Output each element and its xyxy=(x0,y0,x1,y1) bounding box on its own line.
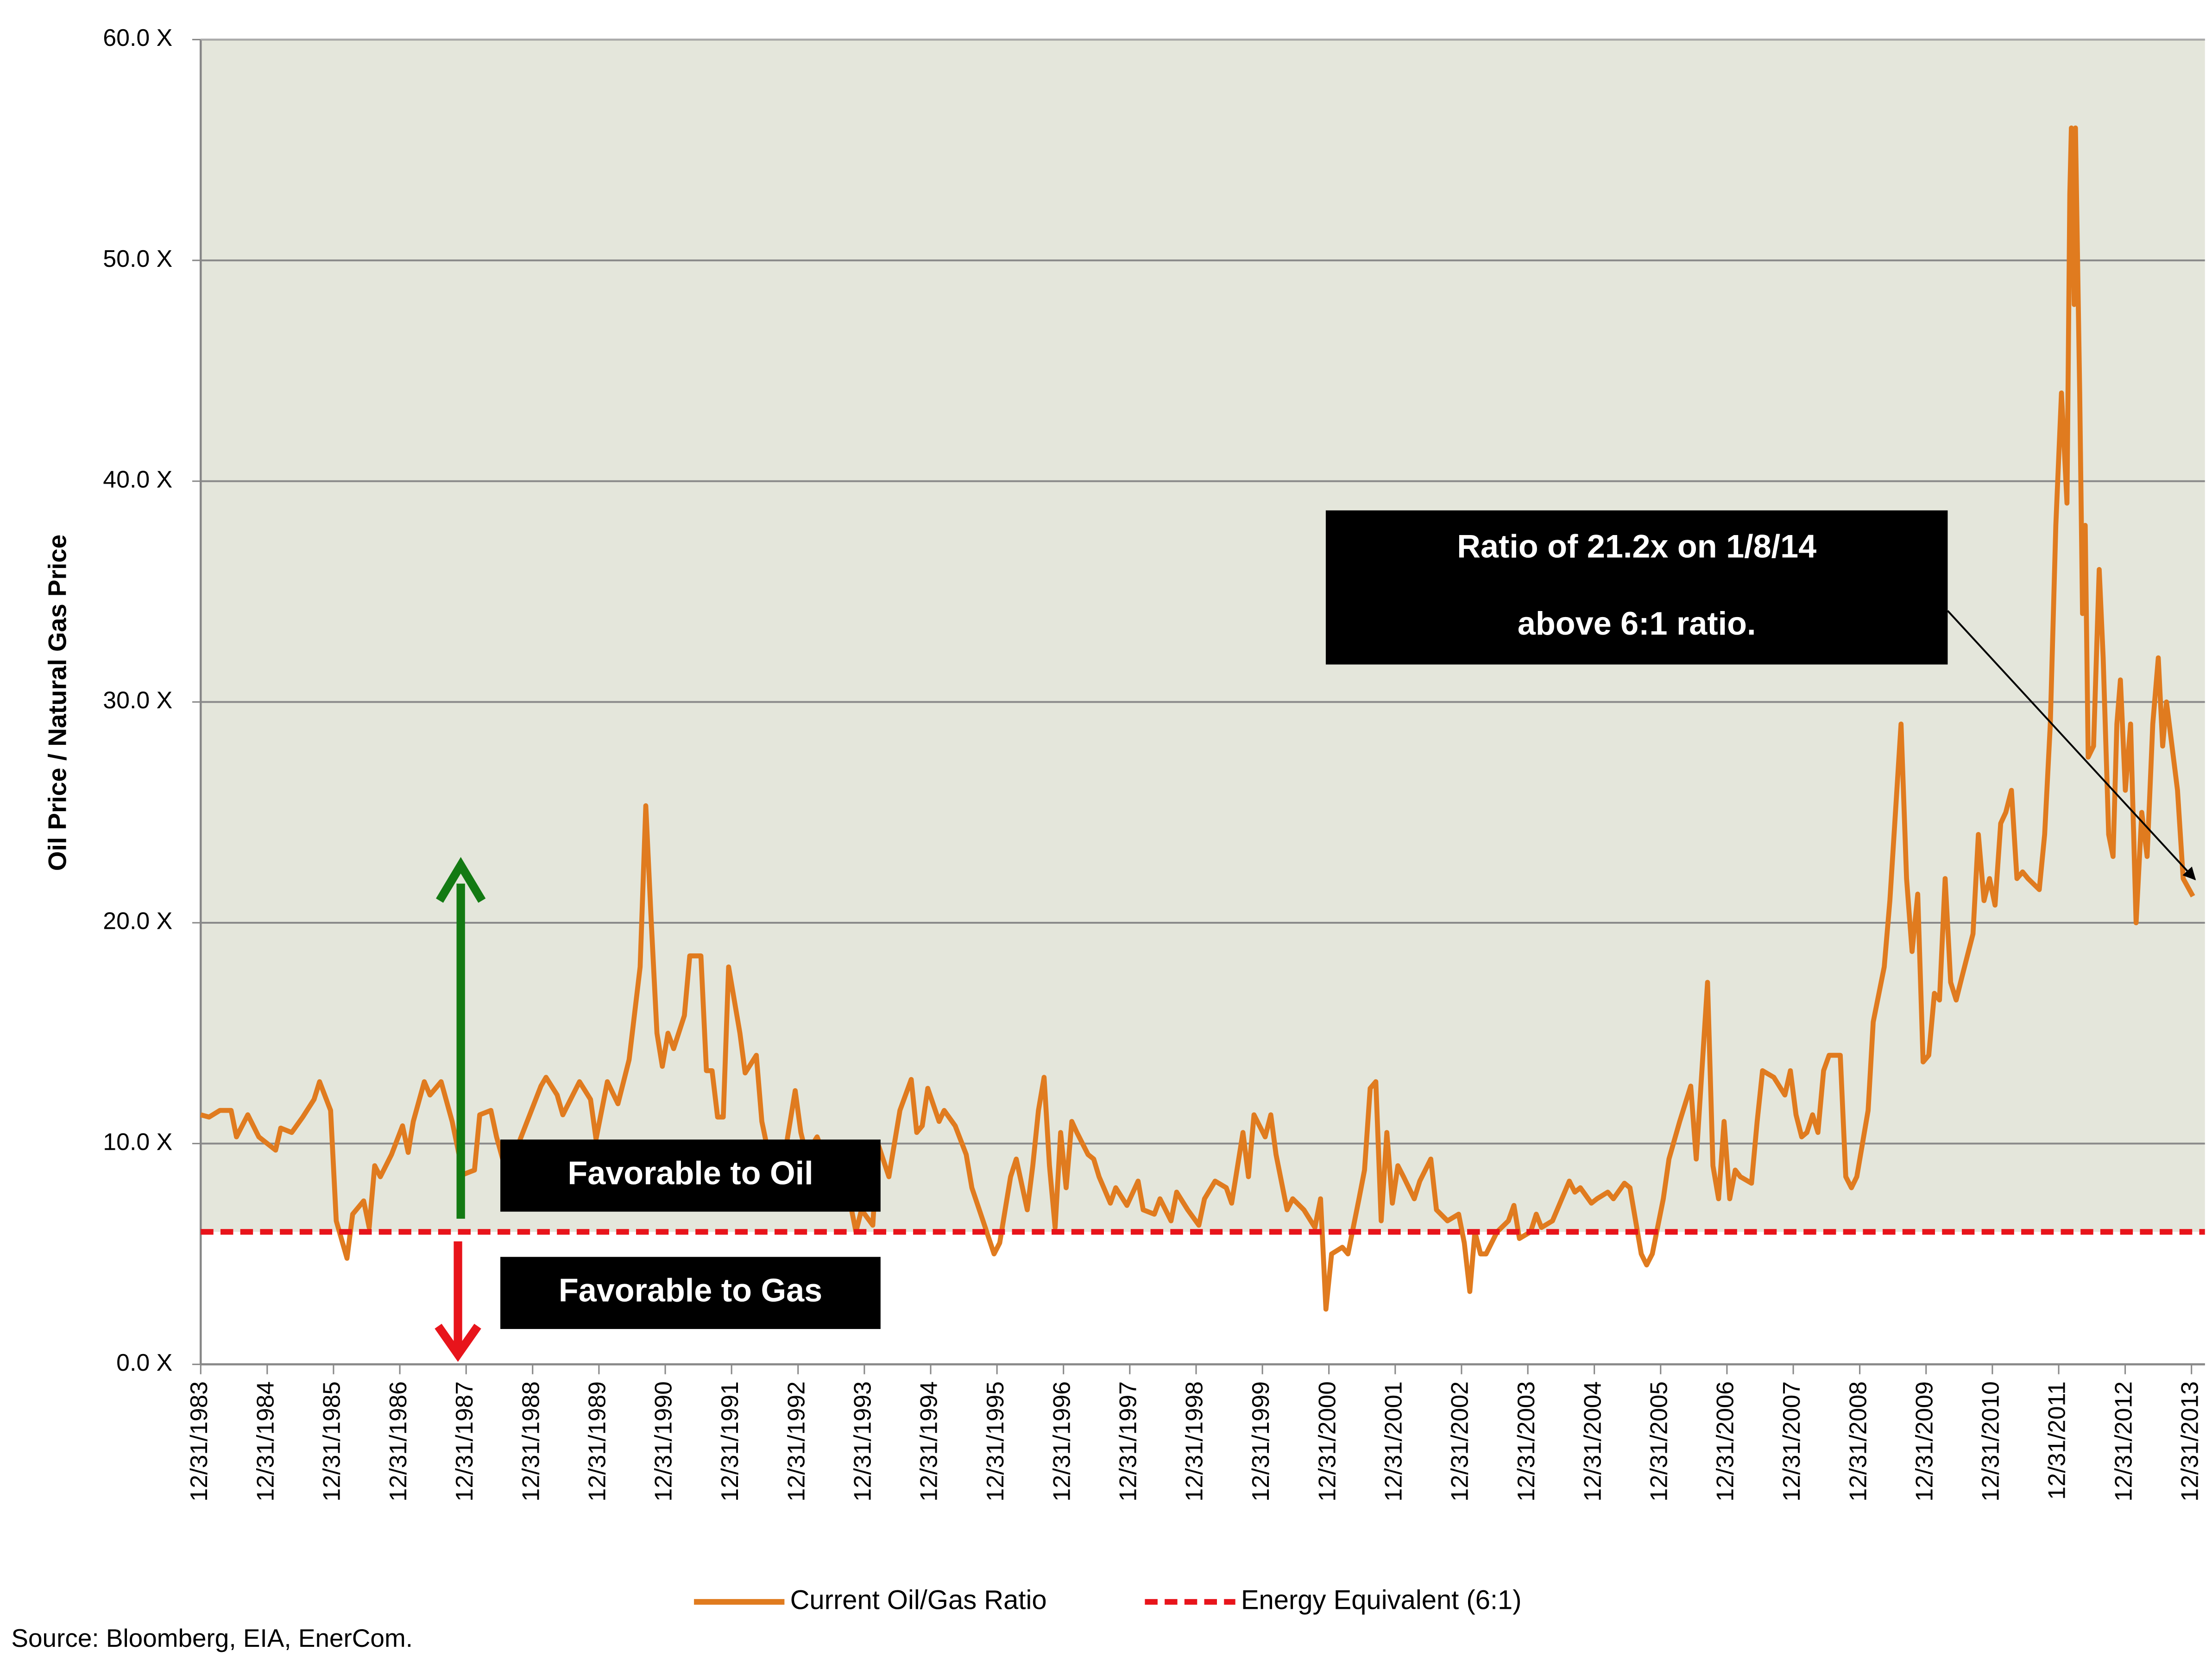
x-tick-label: 12/31/1987 xyxy=(451,1381,478,1502)
x-tick-label: 12/31/2003 xyxy=(1512,1381,1539,1502)
x-tick-label: 12/31/2008 xyxy=(1844,1381,1871,1502)
x-tick-label: 12/31/2005 xyxy=(1645,1381,1672,1502)
y-tick-label: 60.0 X xyxy=(103,24,172,51)
x-tick-label: 12/31/2000 xyxy=(1313,1381,1340,1502)
x-tick-label: 12/31/1988 xyxy=(517,1381,544,1502)
x-tick-label: 12/31/1990 xyxy=(650,1381,677,1502)
gas-note: Favorable to Gas xyxy=(559,1272,822,1309)
plot-area xyxy=(192,38,2205,1374)
x-tick-label: 12/31/1984 xyxy=(252,1381,279,1502)
oil-arrow-head xyxy=(436,857,486,903)
y-tick-label: 10.0 X xyxy=(103,1128,172,1155)
oil-note: Favorable to Oil xyxy=(567,1154,813,1191)
x-tick-label: 12/31/1998 xyxy=(1181,1381,1208,1502)
legend-label: Current Oil/Gas Ratio xyxy=(790,1585,1047,1615)
x-tick-label: 12/31/1991 xyxy=(716,1381,743,1502)
x-tick-label: 12/31/1989 xyxy=(584,1381,611,1502)
x-tick-label: 12/31/1983 xyxy=(185,1381,212,1502)
x-tick-label: 12/31/1997 xyxy=(1115,1381,1141,1502)
x-tick-label: 12/31/1986 xyxy=(384,1381,411,1502)
oil-note-box xyxy=(500,1139,881,1212)
x-tick-label: 12/31/2011 xyxy=(2043,1381,2070,1500)
x-tick-label: 12/31/1994 xyxy=(915,1381,942,1502)
source: Source: Bloomberg, EIA, EnerCom. xyxy=(11,1624,413,1652)
x-tick-label: 12/31/2007 xyxy=(1778,1381,1805,1502)
ratio-note-box xyxy=(1325,510,1948,665)
x-tick-label: 12/31/2004 xyxy=(1579,1381,1606,1502)
y-tick-label: 0.0 X xyxy=(116,1349,172,1376)
ratio-note: Ratio of 21.2x on 1/8/14 xyxy=(1457,528,1816,564)
y-tick-label: 40.0 X xyxy=(103,466,172,492)
x-tick-label: 12/31/1999 xyxy=(1247,1381,1274,1502)
x-tick-label: 12/31/1992 xyxy=(782,1381,809,1502)
x-tick-label: 12/31/2009 xyxy=(1910,1381,1937,1502)
x-tick-label: 12/31/2001 xyxy=(1380,1381,1407,1502)
series-line xyxy=(200,125,2195,1312)
x-tick-label: 12/31/2002 xyxy=(1446,1381,1473,1502)
x-tick-label: 12/31/2010 xyxy=(1977,1381,2004,1502)
ratio-note: above 6:1 ratio. xyxy=(1518,605,1756,642)
ratio-arrow xyxy=(1947,610,2196,881)
gas-arrow-head xyxy=(435,1323,481,1362)
x-tick-label: 12/31/2006 xyxy=(1712,1381,1739,1502)
y-axis-label: Oil Price / Natural Gas Price xyxy=(43,535,72,871)
x-tick-label: 12/31/1995 xyxy=(982,1381,1008,1502)
y-tick-label: 50.0 X xyxy=(103,245,172,272)
legend-label: Energy Equivalent (6:1) xyxy=(1241,1585,1522,1615)
x-tick-label: 12/31/2013 xyxy=(2176,1381,2203,1502)
x-tick-label: 12/31/2012 xyxy=(2110,1381,2136,1502)
x-tick-label: 12/31/1993 xyxy=(849,1381,876,1502)
x-tick-label: 12/31/1985 xyxy=(318,1381,345,1502)
gas-note-box xyxy=(500,1257,881,1329)
x-tick-label: 12/31/1996 xyxy=(1048,1381,1075,1502)
y-tick-label: 30.0 X xyxy=(103,687,172,713)
y-tick-label: 20.0 X xyxy=(103,907,172,934)
